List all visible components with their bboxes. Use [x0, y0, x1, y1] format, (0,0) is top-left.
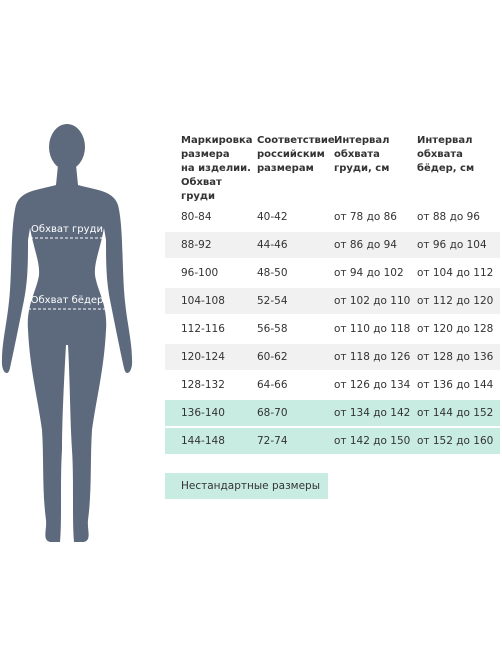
silhouette: Обхват груди Обхват бёдер — [1, 124, 133, 542]
cell: 104-108 — [181, 295, 225, 307]
cell: 88-92 — [181, 239, 212, 251]
cell: от 142 до 150 — [334, 435, 410, 447]
cell: 80-84 — [181, 211, 212, 223]
cell: 72-74 — [257, 435, 288, 447]
header-text: Соответствие — [257, 135, 335, 146]
cell: от 152 до 160 — [417, 435, 493, 447]
cell: от 102 до 110 — [334, 295, 410, 307]
size-table: Маркировка размера на изделии. Обхват груди С… — [165, 135, 500, 454]
cell: от 136 до 144 — [417, 379, 494, 391]
body — [1, 165, 133, 542]
header-text: обхвата — [417, 148, 463, 160]
header-text: размерам — [257, 163, 314, 174]
header-text: бёдер, см — [417, 162, 474, 174]
cell: от 112 до 120 — [417, 295, 493, 307]
header-text: груди — [181, 191, 215, 202]
row-bg — [165, 400, 500, 426]
cell: 120-124 — [181, 351, 225, 363]
header-text: Обхват — [181, 176, 222, 188]
chest-label: Обхват груди — [31, 224, 103, 235]
row-bg — [165, 428, 500, 454]
cell: 60-62 — [257, 351, 288, 363]
cell: от 86 до 94 — [334, 239, 397, 251]
header-text: Интервал — [417, 135, 472, 146]
header-text: на изделии. — [181, 163, 251, 174]
legend-box — [165, 473, 328, 499]
cell: 112-116 — [181, 323, 225, 335]
cell: от 96 до 104 — [417, 239, 487, 251]
cell: от 78 до 86 — [334, 211, 397, 223]
cell: 144-148 — [181, 435, 225, 447]
row-bg — [165, 232, 500, 258]
cell: 48-50 — [257, 267, 288, 279]
cell: 44-46 — [257, 239, 288, 251]
row-bg — [165, 288, 500, 314]
cell: от 134 до 142 — [334, 407, 410, 419]
header-text: российским — [257, 149, 325, 160]
cell: от 88 до 96 — [417, 211, 480, 223]
header-text: обхвата — [334, 148, 380, 160]
header-text: Маркировка — [181, 135, 253, 146]
cell: от 128 до 136 — [417, 351, 494, 363]
cell: от 104 до 112 — [417, 267, 493, 279]
cell: 96-100 — [181, 267, 218, 279]
header-text: груди, см — [334, 163, 389, 174]
head — [49, 124, 85, 170]
cell: от 118 до 126 — [334, 351, 411, 363]
cell: 68-70 — [257, 407, 288, 419]
cell: 64-66 — [257, 379, 288, 391]
row-bg — [165, 344, 500, 370]
hips-label: Обхват бёдер — [31, 295, 104, 306]
cell: 40-42 — [257, 211, 288, 223]
cell: 52-54 — [257, 295, 288, 307]
header-text: Интервал — [334, 135, 389, 146]
cell: от 126 до 134 — [334, 379, 411, 391]
cell: 128-132 — [181, 379, 225, 391]
cell: от 110 до 118 — [334, 323, 410, 335]
cell: 136-140 — [181, 407, 225, 419]
legend-label: Нестандартные размеры — [181, 480, 320, 492]
header-text: размера — [181, 149, 230, 160]
cell: от 120 до 128 — [417, 323, 493, 335]
cell: от 144 до 152 — [417, 407, 493, 419]
cell: от 94 до 102 — [334, 267, 404, 279]
cell: 56-58 — [257, 323, 288, 335]
